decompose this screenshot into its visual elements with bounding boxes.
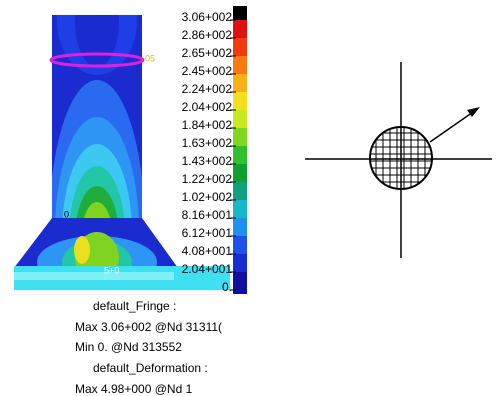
info-text: default_Fringe : Max 3.06+002 @Nd 31311(… (75, 299, 222, 396)
info-line: Max 3.06+002 @Nd 31311( (75, 320, 222, 334)
info-line: Min 0. @Nd 313552 (75, 340, 182, 354)
legend-label: 4.08+001 (182, 244, 233, 258)
model-label: 5+0 (104, 265, 119, 275)
diagram (305, 62, 492, 258)
legend-label: 1.43+002 (182, 154, 233, 168)
legend-label: 1.02+002 (182, 190, 233, 204)
model-label: 0 (64, 209, 69, 219)
legend-label: 1.22+002 (182, 172, 233, 186)
legend-label: 2.24+002 (182, 82, 233, 96)
model-label: 05 (145, 53, 155, 63)
legend-label: 2.04+001 (182, 262, 233, 276)
legend-label: 0. (222, 280, 232, 294)
legend-label: 6.12+001 (182, 226, 233, 240)
page: 05 0 5+0 (0, 0, 496, 396)
legend-label: 2.65+002 (182, 46, 233, 60)
info-line: default_Fringe : (93, 299, 176, 313)
legend-label: 8.16+001 (182, 208, 233, 222)
legend-label: 3.06+002 (182, 10, 233, 24)
legend-label: 2.04+002 (182, 100, 233, 114)
legend-label: 2.86+002 (182, 28, 233, 42)
info-line: default_Deformation : (93, 361, 208, 375)
legend-label: 2.45+002 (182, 64, 233, 78)
legend-label: 1.63+002 (182, 136, 233, 150)
legend-label: 1.84+002 (182, 118, 233, 132)
info-line: Max 4.98+000 @Nd 1 (75, 382, 193, 396)
color-bar (233, 6, 247, 294)
